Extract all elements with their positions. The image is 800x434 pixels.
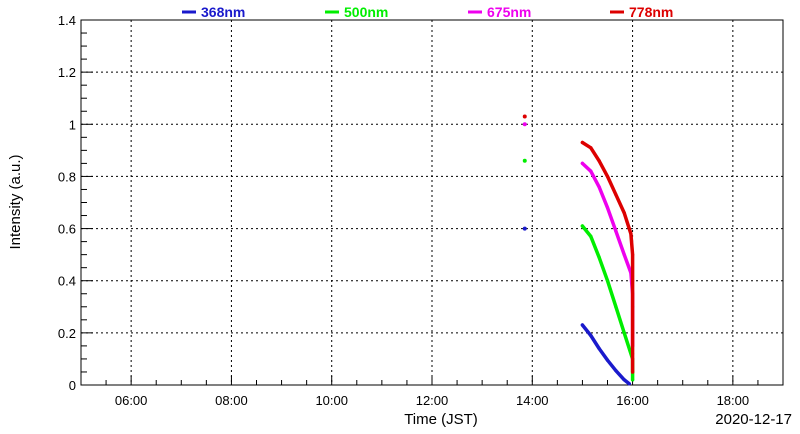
data-point [605,206,610,210]
axis-ticks [80,19,784,386]
data-point [614,193,618,197]
y-tick-label: 0.8 [58,169,76,184]
data-point [580,161,585,165]
legend-label: 500nm [344,4,388,20]
data-point [630,305,635,309]
series-778nm [522,114,635,374]
x-tick-label: 16:00 [616,393,649,408]
y-tick-label: 1 [69,117,76,132]
x-tick-label: 06:00 [115,393,148,408]
y-tick-label: 0.2 [58,326,76,341]
data-point [580,140,585,145]
y-tick-label: 0 [69,378,76,393]
data-point [580,323,585,327]
x-tick-label: 14:00 [516,393,549,408]
data-point [580,224,585,228]
data-point [597,255,601,259]
x-tick-label: 18:00 [717,393,750,408]
y-tick-label: 1.4 [58,13,76,28]
data-point [630,352,635,356]
data-point [522,158,527,163]
date-label: 2020-12-17 [715,411,792,428]
data-point [605,358,610,362]
data-point [589,333,593,338]
legend-label: 368nm [201,4,245,20]
data-point [630,378,635,382]
data-point [589,234,593,238]
data-point [622,253,626,257]
legend: 368nm 500nm 675nm 778nm [182,4,673,20]
data-point [622,378,626,382]
data-point [622,211,626,215]
x-axis-title: Time (JST) [404,411,478,428]
data-point [522,114,527,119]
y-tick-label: 1.2 [58,65,76,80]
x-tick-label: 12:00 [416,393,449,408]
data-point [630,370,635,374]
data-point [605,279,610,283]
y-axis-title: Intensity (a.u.) [7,154,24,249]
data-point [522,226,527,231]
legend-label: 778nm [629,4,673,20]
y-tick-label: 0.4 [58,274,76,289]
data-point [630,253,635,257]
data-point [597,185,601,189]
x-tick-label: 10:00 [315,393,348,408]
data-marks [522,114,635,386]
data-point [522,122,527,127]
x-tick-label: 08:00 [215,393,248,408]
legend-label: 675nm [487,4,531,20]
data-point [627,382,631,386]
data-point [630,331,635,335]
data-point [622,331,626,335]
tick-labels: 06:00 08:00 10:00 12:00 14:00 16:00 18:00 0 0.2 0… [58,13,749,408]
series-368nm [522,226,631,386]
data-point [589,169,593,173]
y-tick-label: 0.6 [58,222,76,237]
data-point [597,159,601,163]
data-point [614,305,618,309]
data-point [589,146,593,150]
data-point [630,279,635,283]
data-point [614,229,618,233]
data-point [605,174,610,179]
data-point [597,346,601,351]
data-point [614,369,618,373]
data-point [629,232,633,236]
